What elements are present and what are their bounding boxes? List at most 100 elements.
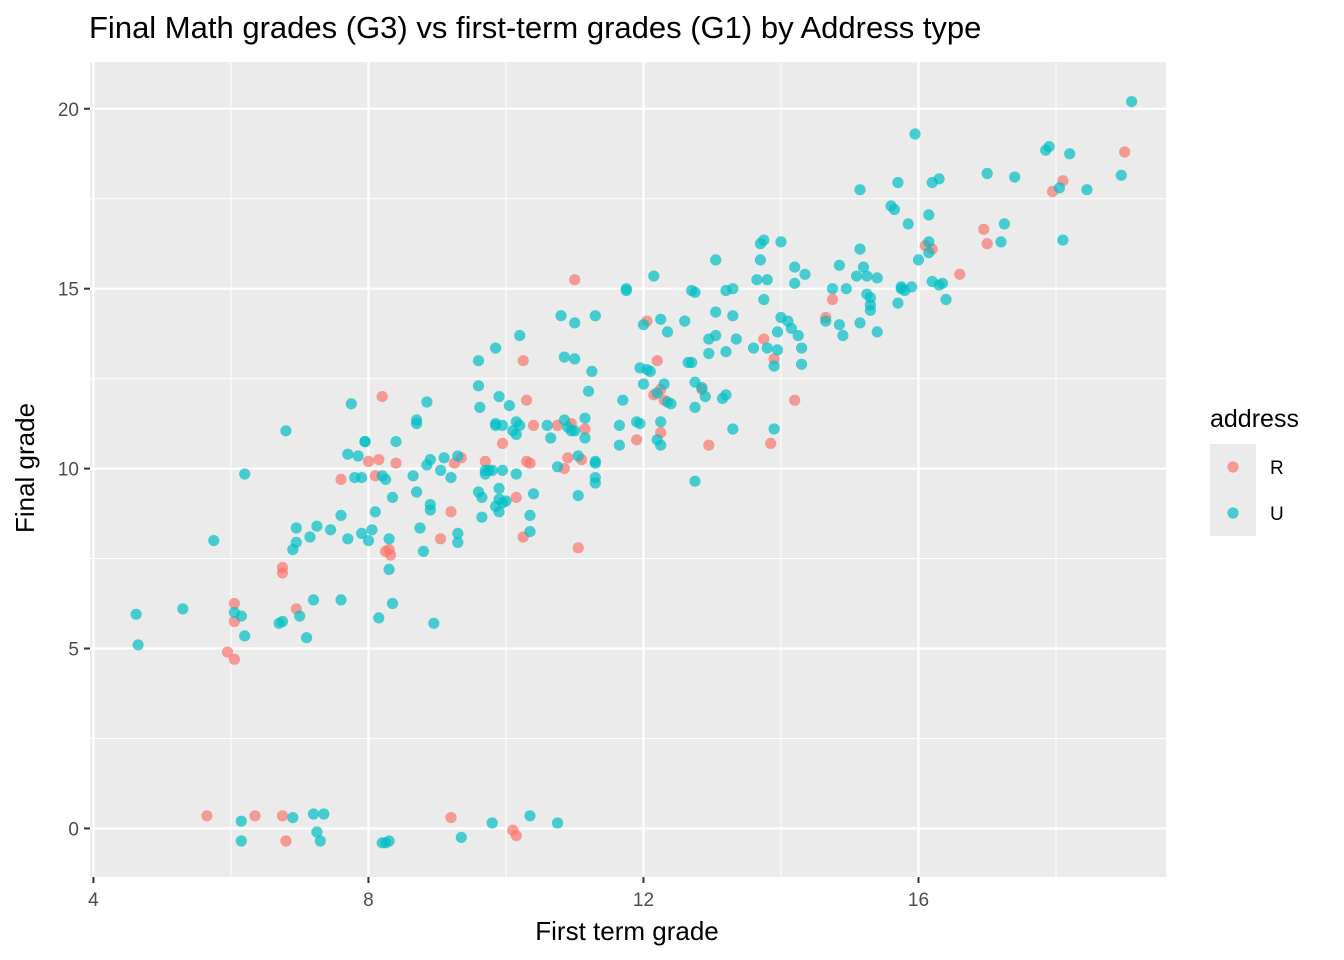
point-u <box>177 603 189 615</box>
point-u <box>486 464 498 476</box>
point-u <box>472 355 485 367</box>
point-u <box>892 297 904 309</box>
point-r <box>276 810 289 822</box>
point-u <box>541 419 553 431</box>
point-r <box>280 835 292 847</box>
point-u <box>380 473 392 485</box>
point-r <box>496 437 509 449</box>
point-u <box>923 236 935 248</box>
point-u <box>414 522 426 534</box>
point-u <box>235 835 247 847</box>
point-u <box>689 401 701 413</box>
point-r <box>276 567 289 579</box>
point-r <box>335 473 347 485</box>
point-u <box>854 317 866 329</box>
point-u <box>411 486 423 498</box>
point-u <box>390 436 402 448</box>
point-u <box>294 610 306 622</box>
point-u <box>572 450 584 462</box>
point-r <box>631 434 643 446</box>
point-r <box>373 454 385 466</box>
point-u <box>496 419 509 431</box>
point-u <box>524 810 536 822</box>
point-u <box>613 439 626 451</box>
y-tick-label: 0 <box>68 819 79 840</box>
point-u <box>476 491 488 503</box>
point-u <box>1053 182 1065 194</box>
series-u-points <box>130 96 1138 849</box>
point-u <box>768 360 780 372</box>
point-u <box>912 254 925 266</box>
point-u <box>909 128 921 140</box>
point-r <box>510 830 522 842</box>
point-u <box>493 482 505 494</box>
legend-dot-u <box>1227 507 1239 519</box>
point-u <box>655 439 667 451</box>
point-u <box>208 535 220 547</box>
point-u <box>239 630 251 642</box>
point-u <box>892 176 904 189</box>
point-u <box>854 184 866 196</box>
y-tick-label: 15 <box>58 280 79 301</box>
point-u <box>696 382 708 394</box>
point-u <box>342 533 354 545</box>
point-u <box>551 461 564 473</box>
point-u <box>569 317 581 329</box>
point-u <box>527 488 540 500</box>
point-u <box>342 448 354 460</box>
point-u <box>775 236 787 248</box>
point-u <box>589 457 601 469</box>
point-u <box>710 329 722 342</box>
point-u <box>871 272 883 284</box>
point-u <box>1009 171 1021 183</box>
y-axis: 0 5 10 15 20 <box>58 100 90 840</box>
point-u <box>335 509 347 521</box>
point-u <box>424 499 436 511</box>
point-u <box>287 812 299 824</box>
point-u <box>510 428 522 440</box>
point-u <box>356 472 368 484</box>
point-u <box>503 400 515 412</box>
point-u <box>820 315 832 327</box>
point-u <box>280 425 292 437</box>
point-r <box>479 455 491 467</box>
point-u <box>995 236 1007 248</box>
point-u <box>861 270 873 282</box>
point-r <box>435 533 447 545</box>
point-u <box>768 423 780 435</box>
point-u <box>407 470 419 482</box>
point-u <box>655 416 667 428</box>
point-u <box>386 491 399 503</box>
point-u <box>864 304 877 316</box>
point-u <box>276 615 289 628</box>
point-u <box>661 326 674 338</box>
point-u <box>452 536 464 549</box>
point-u <box>493 391 505 403</box>
point-r <box>510 491 522 503</box>
point-u <box>318 808 330 820</box>
point-u <box>727 310 739 322</box>
point-u <box>452 527 464 540</box>
point-u <box>452 450 464 462</box>
point-u <box>651 387 663 399</box>
point-u <box>644 365 656 377</box>
point-u <box>558 351 571 363</box>
point-u <box>792 329 804 342</box>
point-r <box>703 439 715 451</box>
point-u <box>356 527 368 540</box>
point-u <box>751 274 763 286</box>
legend-title: address <box>1210 405 1299 433</box>
point-u <box>840 283 852 295</box>
y-tick-label: 20 <box>58 100 79 121</box>
point-u <box>307 594 320 606</box>
point-u <box>424 454 436 466</box>
point-u <box>747 342 760 354</box>
legend-label-u: U <box>1270 504 1284 525</box>
chart-title: Final Math grades (G3) vs first-term gra… <box>89 10 981 45</box>
point-u <box>579 412 591 424</box>
point-u <box>383 563 395 576</box>
point-r <box>376 391 388 403</box>
point-u <box>902 218 914 230</box>
point-u <box>637 378 650 390</box>
